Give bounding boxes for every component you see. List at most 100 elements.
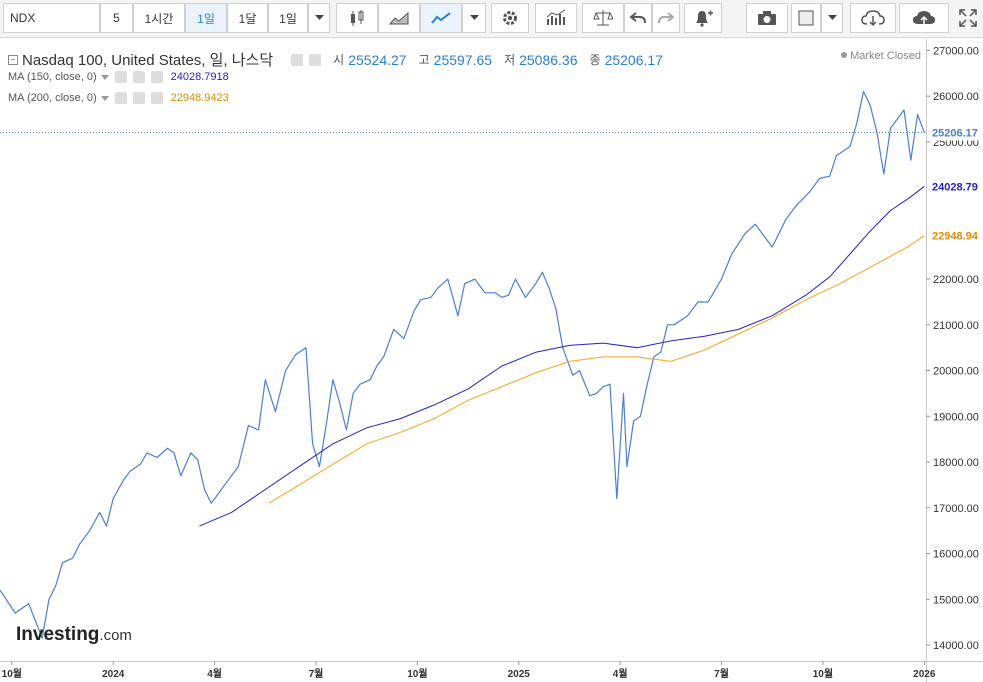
- price-tag-bg-price: [927, 124, 983, 141]
- x-tick-label: 7월: [714, 668, 729, 680]
- gear-icon[interactable]: [132, 92, 145, 104]
- open-key: 시: [333, 53, 345, 67]
- x-tick-label: 2024: [102, 669, 125, 680]
- x-tick-label: 10월: [2, 668, 22, 680]
- y-tick-label: 15000.00: [933, 594, 979, 606]
- redo-button[interactable]: [652, 3, 680, 33]
- color-dropdown-button[interactable]: [821, 3, 843, 33]
- price-tag-ma200: 22948.94: [932, 231, 979, 243]
- close-icon[interactable]: [150, 92, 163, 104]
- y-tick-label: 17000.00: [933, 503, 979, 515]
- bell-plus-icon: [696, 10, 713, 27]
- toolbar: NDX 5 1시간 1일 1달 1일: [0, 0, 983, 38]
- x-tick-label: 10월: [813, 668, 833, 680]
- line-chart-button[interactable]: [420, 3, 462, 33]
- close-icon[interactable]: [150, 71, 163, 83]
- ma150-label: MA (150, close, 0): [8, 71, 97, 83]
- eye-icon[interactable]: [114, 92, 127, 104]
- main-legend: − Nasdaq 100, United States, 일, 나스닥 시 255…: [8, 49, 663, 70]
- chevron-down-icon: [314, 15, 324, 20]
- interval-1d-button[interactable]: 1일: [185, 3, 227, 33]
- candlestick-icon: [351, 10, 364, 26]
- ma200-label: MA (200, close, 0): [8, 92, 97, 104]
- chart-type-dropdown-button[interactable]: [462, 3, 486, 33]
- x-tick-label: 2026: [913, 669, 936, 680]
- investing-logo: Investing.com: [16, 624, 132, 646]
- high-value: 25597.65: [433, 51, 493, 68]
- market-status: Market Closed: [841, 50, 921, 62]
- undo-button[interactable]: [624, 3, 652, 33]
- x-tick-label: 2025: [508, 669, 531, 680]
- compare-button[interactable]: [582, 3, 624, 33]
- symbol-input[interactable]: NDX: [3, 3, 100, 33]
- cloud-upload-icon: [913, 11, 935, 25]
- save-button[interactable]: [899, 3, 949, 33]
- price-tag-ma150: 24028.79: [932, 181, 978, 193]
- eye-icon[interactable]: [114, 71, 127, 83]
- chevron-down-icon[interactable]: [100, 95, 109, 101]
- close-value: 25206.17: [604, 51, 663, 68]
- gear-icon: [503, 11, 517, 25]
- open-value: 25524.27: [348, 51, 407, 68]
- ma200-legend: MA (200, close, 0) 22948.9423: [8, 92, 229, 104]
- y-tick-label: 18000.00: [933, 457, 979, 469]
- alert-button[interactable]: [684, 3, 722, 33]
- market-status-text: Market Closed: [850, 50, 921, 62]
- interval-input[interactable]: 5: [100, 3, 133, 33]
- collapse-legend-button[interactable]: −: [8, 54, 18, 65]
- close-key: 종: [589, 53, 601, 67]
- cloud-download-icon: [861, 10, 885, 27]
- x-tick-label: 4월: [207, 668, 222, 680]
- y-tick-label: 14000.00: [933, 640, 979, 652]
- indicators-icon: [546, 9, 566, 25]
- screenshot-button[interactable]: [746, 3, 788, 33]
- line-chart-icon: [431, 12, 451, 24]
- price-tag-bg-ma150: [927, 178, 983, 195]
- ma150-legend: MA (150, close, 0) 24028.7918: [8, 71, 229, 83]
- color-swatch-icon: [798, 10, 814, 26]
- gear-icon[interactable]: [132, 71, 145, 83]
- price-tag-price: 25206.17: [932, 127, 978, 139]
- instrument-title: Nasdaq 100, United States, 일, 나스닥: [22, 52, 274, 69]
- camera-icon: [758, 11, 776, 25]
- low-value: 25086.36: [519, 51, 578, 68]
- logo-suffix: .com: [99, 627, 132, 644]
- y-tick-label: 27000.00: [933, 45, 979, 57]
- y-tick-label: 19000.00: [933, 411, 979, 423]
- period-dropdown-button[interactable]: [308, 3, 330, 33]
- chevron-down-icon: [827, 15, 837, 20]
- x-tick-label: 7월: [309, 668, 324, 680]
- eye-icon[interactable]: [291, 53, 304, 66]
- x-tick-label: 4월: [613, 668, 628, 680]
- series-line-ma200: [268, 235, 925, 504]
- y-tick-label: 26000.00: [933, 91, 979, 103]
- area-chart-button[interactable]: [378, 3, 420, 33]
- low-key: 저: [504, 53, 516, 67]
- chevron-down-icon[interactable]: [100, 74, 109, 80]
- y-tick-label: 22000.00: [933, 274, 979, 286]
- color-picker-button[interactable]: [791, 3, 821, 33]
- fullscreen-button[interactable]: [953, 3, 983, 33]
- y-tick-label: 21000.00: [933, 320, 979, 332]
- indicators-button[interactable]: [535, 3, 577, 33]
- settings-button[interactable]: [491, 3, 529, 33]
- area-chart-icon: [389, 11, 409, 25]
- fullscreen-icon: [959, 9, 977, 27]
- y-tick-label: 20000.00: [933, 366, 979, 378]
- ma200-value: 22948.9423: [170, 92, 229, 104]
- interval-1m-button[interactable]: 1달: [227, 3, 268, 33]
- candles-chart-button[interactable]: [336, 3, 378, 33]
- interval-1h-button[interactable]: 1시간: [133, 3, 185, 33]
- x-tick-label: 10월: [407, 668, 427, 680]
- series-line-price: [0, 91, 925, 639]
- chevron-down-icon: [469, 15, 479, 20]
- scales-icon: [593, 10, 613, 26]
- period-button[interactable]: 1일: [268, 3, 308, 33]
- load-button[interactable]: [850, 3, 896, 33]
- redo-icon: [658, 12, 674, 24]
- ma150-value: 24028.7918: [170, 71, 229, 83]
- high-key: 고: [418, 53, 430, 67]
- chart-canvas[interactable]: 14000.00 15000.00 16000.00 17000.00 18000.00…: [0, 39, 983, 682]
- gear-icon[interactable]: [309, 53, 322, 66]
- chart-area[interactable]: 14000.00 15000.00 16000.00 17000.00 18000.00…: [0, 39, 983, 682]
